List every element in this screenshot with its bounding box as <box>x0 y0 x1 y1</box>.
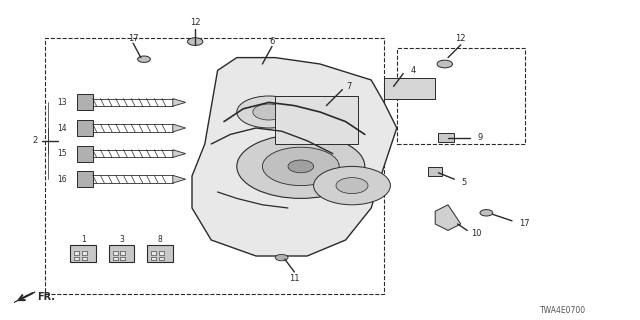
Polygon shape <box>173 150 186 157</box>
Bar <box>77 171 93 187</box>
Circle shape <box>314 166 390 205</box>
Bar <box>74 251 79 255</box>
Text: 11: 11 <box>289 274 300 283</box>
Bar <box>159 251 164 255</box>
Bar <box>397 48 525 144</box>
Bar <box>438 133 454 142</box>
Polygon shape <box>173 124 186 132</box>
Text: 13: 13 <box>58 98 67 107</box>
Circle shape <box>253 104 285 120</box>
Circle shape <box>188 38 203 45</box>
Text: 12: 12 <box>456 34 466 43</box>
Text: 7: 7 <box>346 82 351 91</box>
Circle shape <box>275 254 288 261</box>
Text: 2: 2 <box>33 136 38 145</box>
Text: 1: 1 <box>81 235 86 244</box>
Bar <box>77 94 93 110</box>
Bar <box>109 245 134 262</box>
Circle shape <box>237 96 301 128</box>
Bar <box>82 257 87 260</box>
Text: 12: 12 <box>190 18 200 27</box>
Bar <box>384 78 435 99</box>
Text: 10: 10 <box>472 229 482 238</box>
Circle shape <box>138 56 150 62</box>
Bar <box>113 257 118 260</box>
Text: 17: 17 <box>520 220 530 228</box>
Circle shape <box>237 134 365 198</box>
Bar <box>151 251 156 255</box>
Text: 4: 4 <box>410 66 415 75</box>
Text: 5: 5 <box>461 178 467 187</box>
Bar <box>70 245 96 262</box>
Bar <box>120 251 125 255</box>
Bar <box>151 257 156 260</box>
Text: 15: 15 <box>58 149 67 158</box>
Bar <box>113 251 118 255</box>
Bar <box>120 257 125 260</box>
Text: 9: 9 <box>477 133 483 142</box>
Polygon shape <box>173 99 186 106</box>
Text: 17: 17 <box>128 34 138 43</box>
Bar <box>74 257 79 260</box>
Bar <box>77 146 93 162</box>
Circle shape <box>437 60 452 68</box>
Polygon shape <box>435 205 461 230</box>
Bar <box>275 96 358 144</box>
Circle shape <box>336 178 368 194</box>
Circle shape <box>288 160 314 173</box>
Polygon shape <box>14 292 35 302</box>
Circle shape <box>480 210 493 216</box>
Bar <box>428 167 442 176</box>
Polygon shape <box>173 175 186 183</box>
Text: 3: 3 <box>119 235 124 244</box>
Text: 14: 14 <box>58 124 67 132</box>
Text: FR.: FR. <box>37 292 55 302</box>
Text: 16: 16 <box>58 175 67 184</box>
Polygon shape <box>192 58 397 256</box>
Bar <box>147 245 173 262</box>
Bar <box>77 120 93 136</box>
Bar <box>45 38 384 294</box>
Circle shape <box>262 147 339 186</box>
Text: TWA4E0700: TWA4E0700 <box>540 306 586 315</box>
Text: 6: 6 <box>269 37 275 46</box>
Bar <box>82 251 87 255</box>
Bar <box>159 257 164 260</box>
Text: 8: 8 <box>157 235 163 244</box>
